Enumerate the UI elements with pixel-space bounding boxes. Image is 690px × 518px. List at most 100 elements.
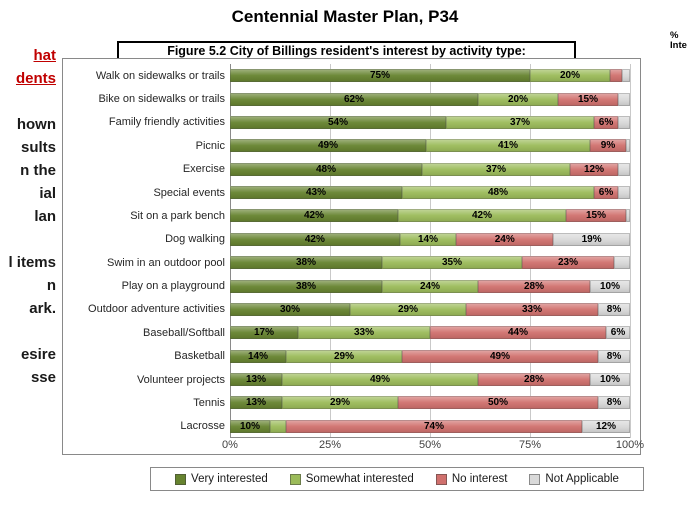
category-label: Outdoor adventure activities: [88, 303, 225, 316]
bar-segment: [618, 115, 630, 129]
legend-label: Not Applicable: [545, 473, 619, 485]
bar-segment: 37%: [446, 115, 594, 129]
chart-row: Baseball/Softball 17% 33% 44% 6%: [67, 322, 630, 344]
bar-segment: 13%: [230, 396, 282, 410]
gridline: [630, 64, 631, 438]
x-tick-label: 0%: [222, 439, 238, 451]
category-label: Baseball/Softball: [143, 326, 225, 339]
x-axis-line: [230, 437, 630, 438]
stacked-bar: 49% 41% 9%: [230, 139, 630, 153]
x-tick-label: 25%: [318, 439, 342, 451]
bar-segment: 41%: [426, 139, 590, 153]
legend-item: Not Applicable: [529, 473, 619, 485]
x-tick-label: 50%: [418, 439, 442, 451]
bar-segment: 49%: [230, 139, 426, 153]
stacked-bar: 54% 37% 6%: [230, 115, 630, 129]
legend-item: Somewhat interested: [289, 473, 414, 485]
left-text-fragment: n the: [20, 162, 56, 179]
chart-row: Swim in an outdoor pool 38% 35% 23%: [67, 252, 630, 274]
chart-row: Sit on a park bench 42% 42% 15%: [67, 205, 630, 227]
chart-row: Outdoor adventure activities 30% 29% 33% 8%: [67, 298, 630, 320]
bar-segment: 33%: [466, 302, 598, 316]
legend-item: No interest: [435, 473, 507, 485]
bar-segment: 50%: [398, 396, 598, 410]
x-axis: 0% 25% 50% 75% 100%: [222, 439, 644, 453]
bar-segment: 8%: [598, 349, 630, 363]
left-text-fragment: ial: [39, 185, 56, 202]
bar-segment: 33%: [298, 326, 430, 340]
bar-segment: 20%: [478, 92, 558, 106]
category-label: Walk on sidewalks or trails: [95, 69, 225, 82]
bar-segment: 6%: [594, 115, 618, 129]
bar-segment: 29%: [350, 302, 466, 316]
category-label: Volunteer projects: [136, 373, 225, 386]
bar-segment: 38%: [230, 256, 382, 270]
bar-segment: 15%: [566, 209, 626, 223]
chart-row: Play on a playground 38% 24% 28% 10%: [67, 275, 630, 297]
legend-swatch: [289, 473, 301, 485]
bar-segment: 15%: [558, 92, 618, 106]
stacked-bar: 43% 48% 6%: [230, 186, 630, 200]
left-text-fragment: lan: [34, 208, 56, 225]
legend-swatch: [435, 473, 447, 485]
legend-label: Somewhat interested: [305, 473, 414, 485]
bar-segment: 24%: [382, 279, 478, 293]
category-label: Dog walking: [165, 233, 225, 246]
chart-row: Tennis 13% 29% 50% 8%: [67, 392, 630, 414]
left-text-fragment: esire: [20, 346, 56, 363]
bar-segment: 30%: [230, 302, 350, 316]
bar-segment: [618, 92, 630, 106]
left-text-fragment: sults: [20, 139, 56, 156]
left-text-fragment: [0, 228, 56, 251]
category-label: Sit on a park bench: [130, 209, 225, 222]
bar-segment: [626, 139, 630, 153]
corner-text-fragment: % Inte: [670, 31, 690, 51]
bar-segment: 9%: [590, 139, 626, 153]
bar-segment: 20%: [530, 69, 610, 83]
bar-segment: 8%: [598, 396, 630, 410]
bar-segment: 8%: [598, 302, 630, 316]
left-text-fragment: dents: [15, 70, 56, 87]
bar-segment: 35%: [382, 256, 522, 270]
bar-segment: 28%: [478, 373, 590, 387]
corner-fragment-line1: %: [670, 31, 679, 41]
bar-segment: 10%: [230, 419, 270, 433]
bar-segment: 42%: [230, 232, 400, 246]
bar-segment: 43%: [230, 186, 402, 200]
chart-row: Dog walking 42% 14% 24% 19%: [67, 228, 630, 250]
stacked-bar: 38% 35% 23%: [230, 256, 630, 270]
category-label: Swim in an outdoor pool: [106, 256, 225, 269]
stacked-bar: 17% 33% 44% 6%: [230, 326, 630, 340]
bar-segment: 48%: [230, 162, 422, 176]
stacked-bar: 13% 49% 28% 10%: [230, 373, 630, 387]
stacked-bar: 30% 29% 33% 8%: [230, 302, 630, 316]
category-label: Exercise: [182, 163, 225, 176]
x-tick-label: 100%: [615, 439, 645, 451]
bar-segment: 23%: [522, 256, 614, 270]
bar-segment: 6%: [606, 326, 630, 340]
category-label: Tennis: [193, 396, 225, 409]
bar-segment: [270, 419, 286, 433]
bar-segment: [622, 69, 630, 83]
category-label: Special events: [153, 186, 225, 199]
x-tick-label: 75%: [518, 439, 542, 451]
corner-fragment-line2: Inte: [670, 40, 687, 51]
bar-segment: 28%: [478, 279, 590, 293]
bar-segment: 10%: [590, 373, 630, 387]
bar-segment: [610, 69, 622, 83]
left-text-fragment: hat: [33, 47, 57, 64]
chart-row: Lacrosse 10% 74% 12%: [67, 415, 630, 437]
bar-segment: 44%: [430, 326, 606, 340]
left-fragments: hat dents hown sults n the ial lan l items n ark.…: [0, 44, 56, 389]
category-label: Lacrosse: [180, 420, 225, 433]
chart-row: Special events 43% 48% 6%: [67, 182, 630, 204]
gridlines: [230, 64, 631, 438]
bar-segment: 48%: [402, 186, 594, 200]
bar-segment: 38%: [230, 279, 382, 293]
bar-segment: 37%: [422, 162, 570, 176]
bar-segment: 42%: [398, 209, 566, 223]
bar-segment: 10%: [590, 279, 630, 293]
bar-segment: 29%: [286, 349, 402, 363]
gridline: [330, 64, 331, 438]
category-label: Family friendly activities: [108, 116, 225, 129]
